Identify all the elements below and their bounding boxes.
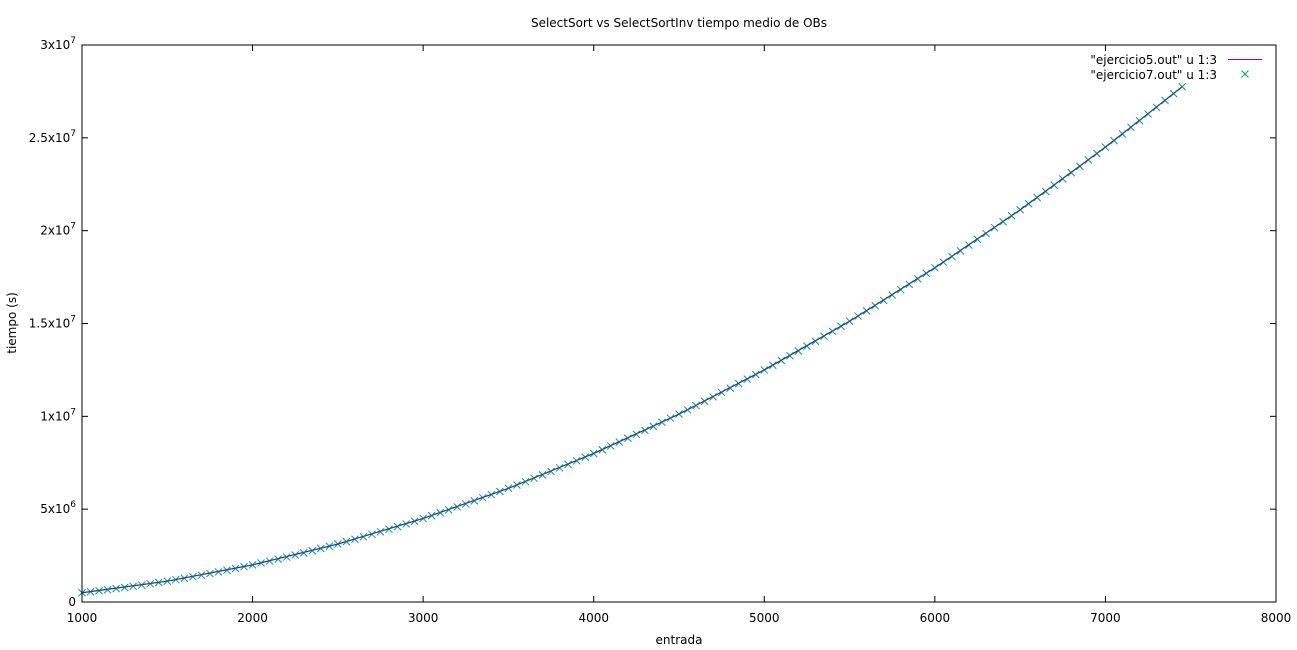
data-point-ejercicio7 (299, 549, 308, 557)
y-axis-label: tiempo (s) (5, 292, 19, 354)
y-tick-label-exponent: 6 (70, 500, 76, 510)
legend: "ejercicio5.out" u 1:3 "ejercicio7.out" … (1090, 53, 1262, 82)
data-point-ejercicio7 (103, 585, 112, 594)
y-tick-label-base: 0 (68, 595, 76, 609)
data-point-ejercicio7 (623, 434, 632, 443)
y-tick-label: 2.5x107 (29, 129, 76, 145)
y-tick-label-exponent: 7 (70, 36, 76, 46)
data-point-ejercicio7 (453, 503, 462, 511)
y-tick-label-base: 1.5x10 (29, 317, 70, 331)
y-tick-label: 0 (68, 595, 76, 609)
plot-frame (81, 44, 1277, 603)
data-point-ejercicio7 (538, 471, 547, 479)
x-tick-label: 7000 (1090, 611, 1121, 625)
data-point-ejercicio7 (547, 467, 555, 476)
data-point-ejercicio7 (112, 584, 120, 593)
data-point-ejercicio7 (385, 525, 393, 534)
y-tick-label-base: 3x10 (40, 38, 70, 52)
x-axis-ticks: 1000 2000 3000 4000 5000 6000 7000 8000 (67, 45, 1292, 625)
data-point-ejercicio7 (632, 430, 641, 439)
series-line-overlay (81, 86, 1183, 594)
data-point-ejercicio7 (120, 583, 129, 592)
data-point-ejercicio7 (555, 464, 564, 472)
y-tick-label-base: 5x10 (40, 502, 70, 516)
x-tick-label: 3000 (408, 611, 439, 625)
x-tick-label: 2000 (237, 611, 268, 625)
data-point-ejercicio7 (726, 384, 735, 392)
y-tick-label-base: 1x10 (40, 409, 70, 423)
x-tick-label: 8000 (1261, 611, 1292, 625)
x-tick-label: 1000 (67, 611, 98, 625)
y-tick-label: 5x106 (40, 500, 76, 516)
data-point-ejercicio7 (376, 527, 385, 536)
chart-title: SelectSort vs SelectSortInv tiempo medio… (531, 16, 827, 30)
data-point-ejercicio7 (282, 553, 291, 561)
y-tick-label: 3x107 (40, 36, 76, 52)
y-tick-label-base: 2.5x10 (29, 131, 70, 145)
y-tick-label: 2x107 (40, 222, 76, 238)
data-point-ejercicio7 (461, 500, 470, 508)
legend-label-ejercicio5: "ejercicio5.out" u 1:3 (1090, 53, 1217, 67)
data-point-ejercicio7 (197, 571, 206, 580)
data-point-ejercicio7 (717, 388, 726, 397)
y-tick-label: 1x107 (40, 407, 76, 423)
data-point-ejercicio7 (368, 530, 376, 539)
y-tick-label-exponent: 7 (70, 315, 76, 325)
y-tick-label-exponent: 7 (70, 222, 76, 232)
y-tick-label: 1.5x107 (29, 315, 76, 331)
x-tick-label: 5000 (749, 611, 780, 625)
data-point-ejercicio7 (206, 569, 214, 578)
y-tick-label-exponent: 7 (70, 129, 76, 139)
data-point-ejercicio7 (214, 568, 223, 576)
x-axis-label: entrada (656, 633, 703, 647)
x-tick-label: 6000 (920, 611, 951, 625)
legend-label-ejercicio7: "ejercicio7.out" u 1:3 (1090, 68, 1217, 82)
data-point-ejercicio7 (291, 551, 300, 559)
legend-swatch-ejercicio7 (1241, 70, 1249, 78)
data-point-ejercicio7 (470, 497, 479, 505)
data-point-ejercicio7 (129, 582, 138, 591)
series-layer (78, 82, 1187, 597)
x-tick-label: 4000 (578, 611, 609, 625)
y-tick-label-base: 2x10 (40, 224, 70, 238)
data-point-ejercicio7 (641, 426, 649, 435)
y-tick-label-exponent: 7 (70, 407, 76, 417)
